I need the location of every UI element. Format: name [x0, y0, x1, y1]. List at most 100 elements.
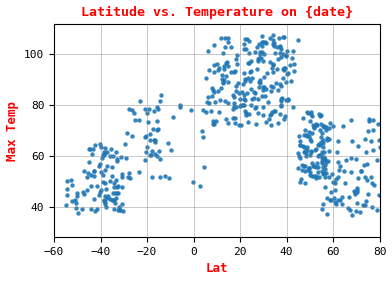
Point — [232, 105, 239, 109]
Point — [262, 39, 268, 44]
Point — [348, 170, 354, 175]
Point — [254, 67, 260, 72]
Point — [101, 199, 107, 203]
Point — [285, 71, 291, 76]
Point — [246, 38, 252, 43]
Point — [316, 175, 322, 180]
Point — [309, 173, 315, 178]
Point — [283, 98, 289, 102]
Point — [321, 157, 328, 161]
Point — [257, 50, 263, 54]
Point — [232, 56, 239, 61]
Point — [333, 177, 339, 182]
Point — [276, 36, 282, 40]
Point — [149, 175, 156, 179]
Point — [334, 198, 341, 202]
Point — [256, 85, 263, 90]
Point — [302, 151, 309, 155]
Point — [220, 80, 227, 84]
Point — [231, 94, 237, 99]
Point — [154, 128, 160, 133]
Point — [318, 153, 324, 157]
Point — [303, 148, 310, 152]
Point — [261, 85, 267, 90]
Point — [101, 198, 107, 202]
Point — [211, 122, 217, 126]
Point — [328, 198, 334, 202]
Point — [313, 122, 319, 127]
Point — [222, 98, 228, 103]
Point — [91, 169, 97, 174]
Point — [154, 105, 160, 109]
Point — [81, 169, 87, 173]
Point — [151, 138, 158, 142]
Point — [267, 60, 273, 64]
Point — [87, 147, 94, 152]
Point — [151, 140, 158, 144]
Point — [340, 123, 347, 128]
Point — [282, 65, 289, 70]
Point — [270, 62, 276, 67]
Point — [319, 169, 325, 173]
Point — [251, 91, 258, 96]
Point — [376, 144, 383, 149]
Point — [267, 112, 274, 116]
Point — [306, 134, 312, 138]
Point — [64, 187, 71, 191]
Point — [297, 139, 303, 144]
Point — [352, 190, 358, 194]
Point — [230, 104, 237, 109]
Point — [325, 126, 332, 130]
Point — [358, 169, 365, 173]
Point — [220, 51, 226, 55]
Point — [143, 134, 149, 138]
Point — [268, 89, 274, 93]
Point — [336, 168, 342, 173]
Point — [305, 111, 312, 115]
Point — [252, 50, 258, 55]
Point — [91, 197, 97, 201]
Point — [122, 142, 128, 146]
Point — [366, 117, 372, 122]
Point — [319, 141, 326, 145]
Point — [278, 102, 284, 107]
Point — [330, 123, 337, 128]
Point — [319, 138, 326, 142]
Point — [269, 33, 276, 37]
Point — [365, 191, 371, 196]
Point — [297, 143, 303, 148]
Point — [241, 98, 248, 103]
Point — [220, 81, 226, 85]
Point — [320, 145, 326, 149]
X-axis label: Lat: Lat — [206, 262, 228, 275]
Point — [299, 168, 305, 173]
Point — [307, 137, 314, 141]
Point — [142, 158, 148, 163]
Point — [302, 128, 308, 132]
Point — [238, 123, 244, 127]
Point — [168, 148, 174, 152]
Point — [361, 175, 368, 179]
Point — [104, 196, 111, 201]
Point — [158, 93, 164, 97]
Point — [221, 44, 228, 49]
Point — [101, 149, 107, 154]
Point — [295, 151, 301, 155]
Point — [109, 165, 115, 169]
Point — [348, 156, 354, 160]
Point — [279, 96, 285, 100]
Point — [242, 36, 248, 41]
Point — [223, 61, 229, 65]
Point — [247, 70, 253, 75]
Point — [326, 175, 332, 180]
Point — [100, 153, 107, 157]
Point — [246, 112, 252, 116]
Point — [151, 109, 157, 114]
Point — [318, 113, 324, 117]
Point — [290, 62, 297, 66]
Point — [237, 104, 243, 108]
Point — [228, 70, 234, 74]
Y-axis label: Max Temp: Max Temp — [5, 101, 18, 160]
Point — [245, 76, 251, 81]
Point — [98, 170, 104, 175]
